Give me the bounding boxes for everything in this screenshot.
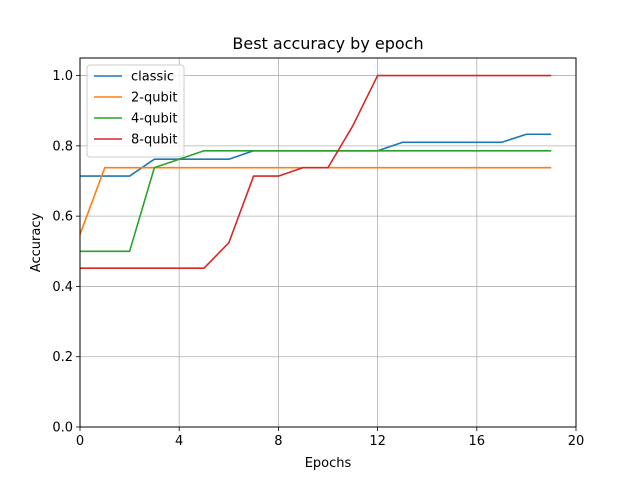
axis-ticks: 0 4 8 12 16 20 0.0 0.2 0.4 0.6 0.8 1.0: [52, 69, 584, 449]
x-axis-title: Epochs: [305, 456, 352, 471]
x-tick-label: 20: [568, 434, 585, 449]
x-tick-label: 16: [469, 434, 486, 449]
legend-label: 2-qubit: [131, 91, 177, 106]
y-tick-label: 0.4: [52, 280, 73, 295]
y-tick-label: 1.0: [52, 69, 73, 84]
grid: [79, 58, 577, 428]
x-tick-label: 12: [369, 434, 386, 449]
legend-label: classic: [131, 70, 174, 85]
legend-box: [86, 64, 185, 158]
series-lines: [79, 74, 552, 269]
x-tick-label: 4: [175, 434, 183, 449]
y-axis-title: Accuracy: [29, 213, 44, 273]
series-line-8-qubit: [80, 74, 552, 269]
chart-title: Best accuracy by epoch: [232, 34, 423, 53]
legend: classic 2-qubit 4-qubit 8-qubit: [86, 64, 185, 158]
y-tick-label: 0.0: [52, 421, 73, 436]
x-tick-label: 0: [76, 434, 84, 449]
legend-label: 8-qubit: [131, 133, 177, 148]
y-tick-label: 0.8: [52, 139, 73, 154]
plot-frame: [79, 57, 577, 428]
legend-label: 4-qubit: [131, 112, 177, 127]
y-tick-label: 0.2: [52, 350, 73, 365]
y-tick-label: 0.6: [52, 210, 73, 225]
x-tick-label: 8: [274, 434, 282, 449]
series-line-4-qubit: [80, 149, 552, 253]
